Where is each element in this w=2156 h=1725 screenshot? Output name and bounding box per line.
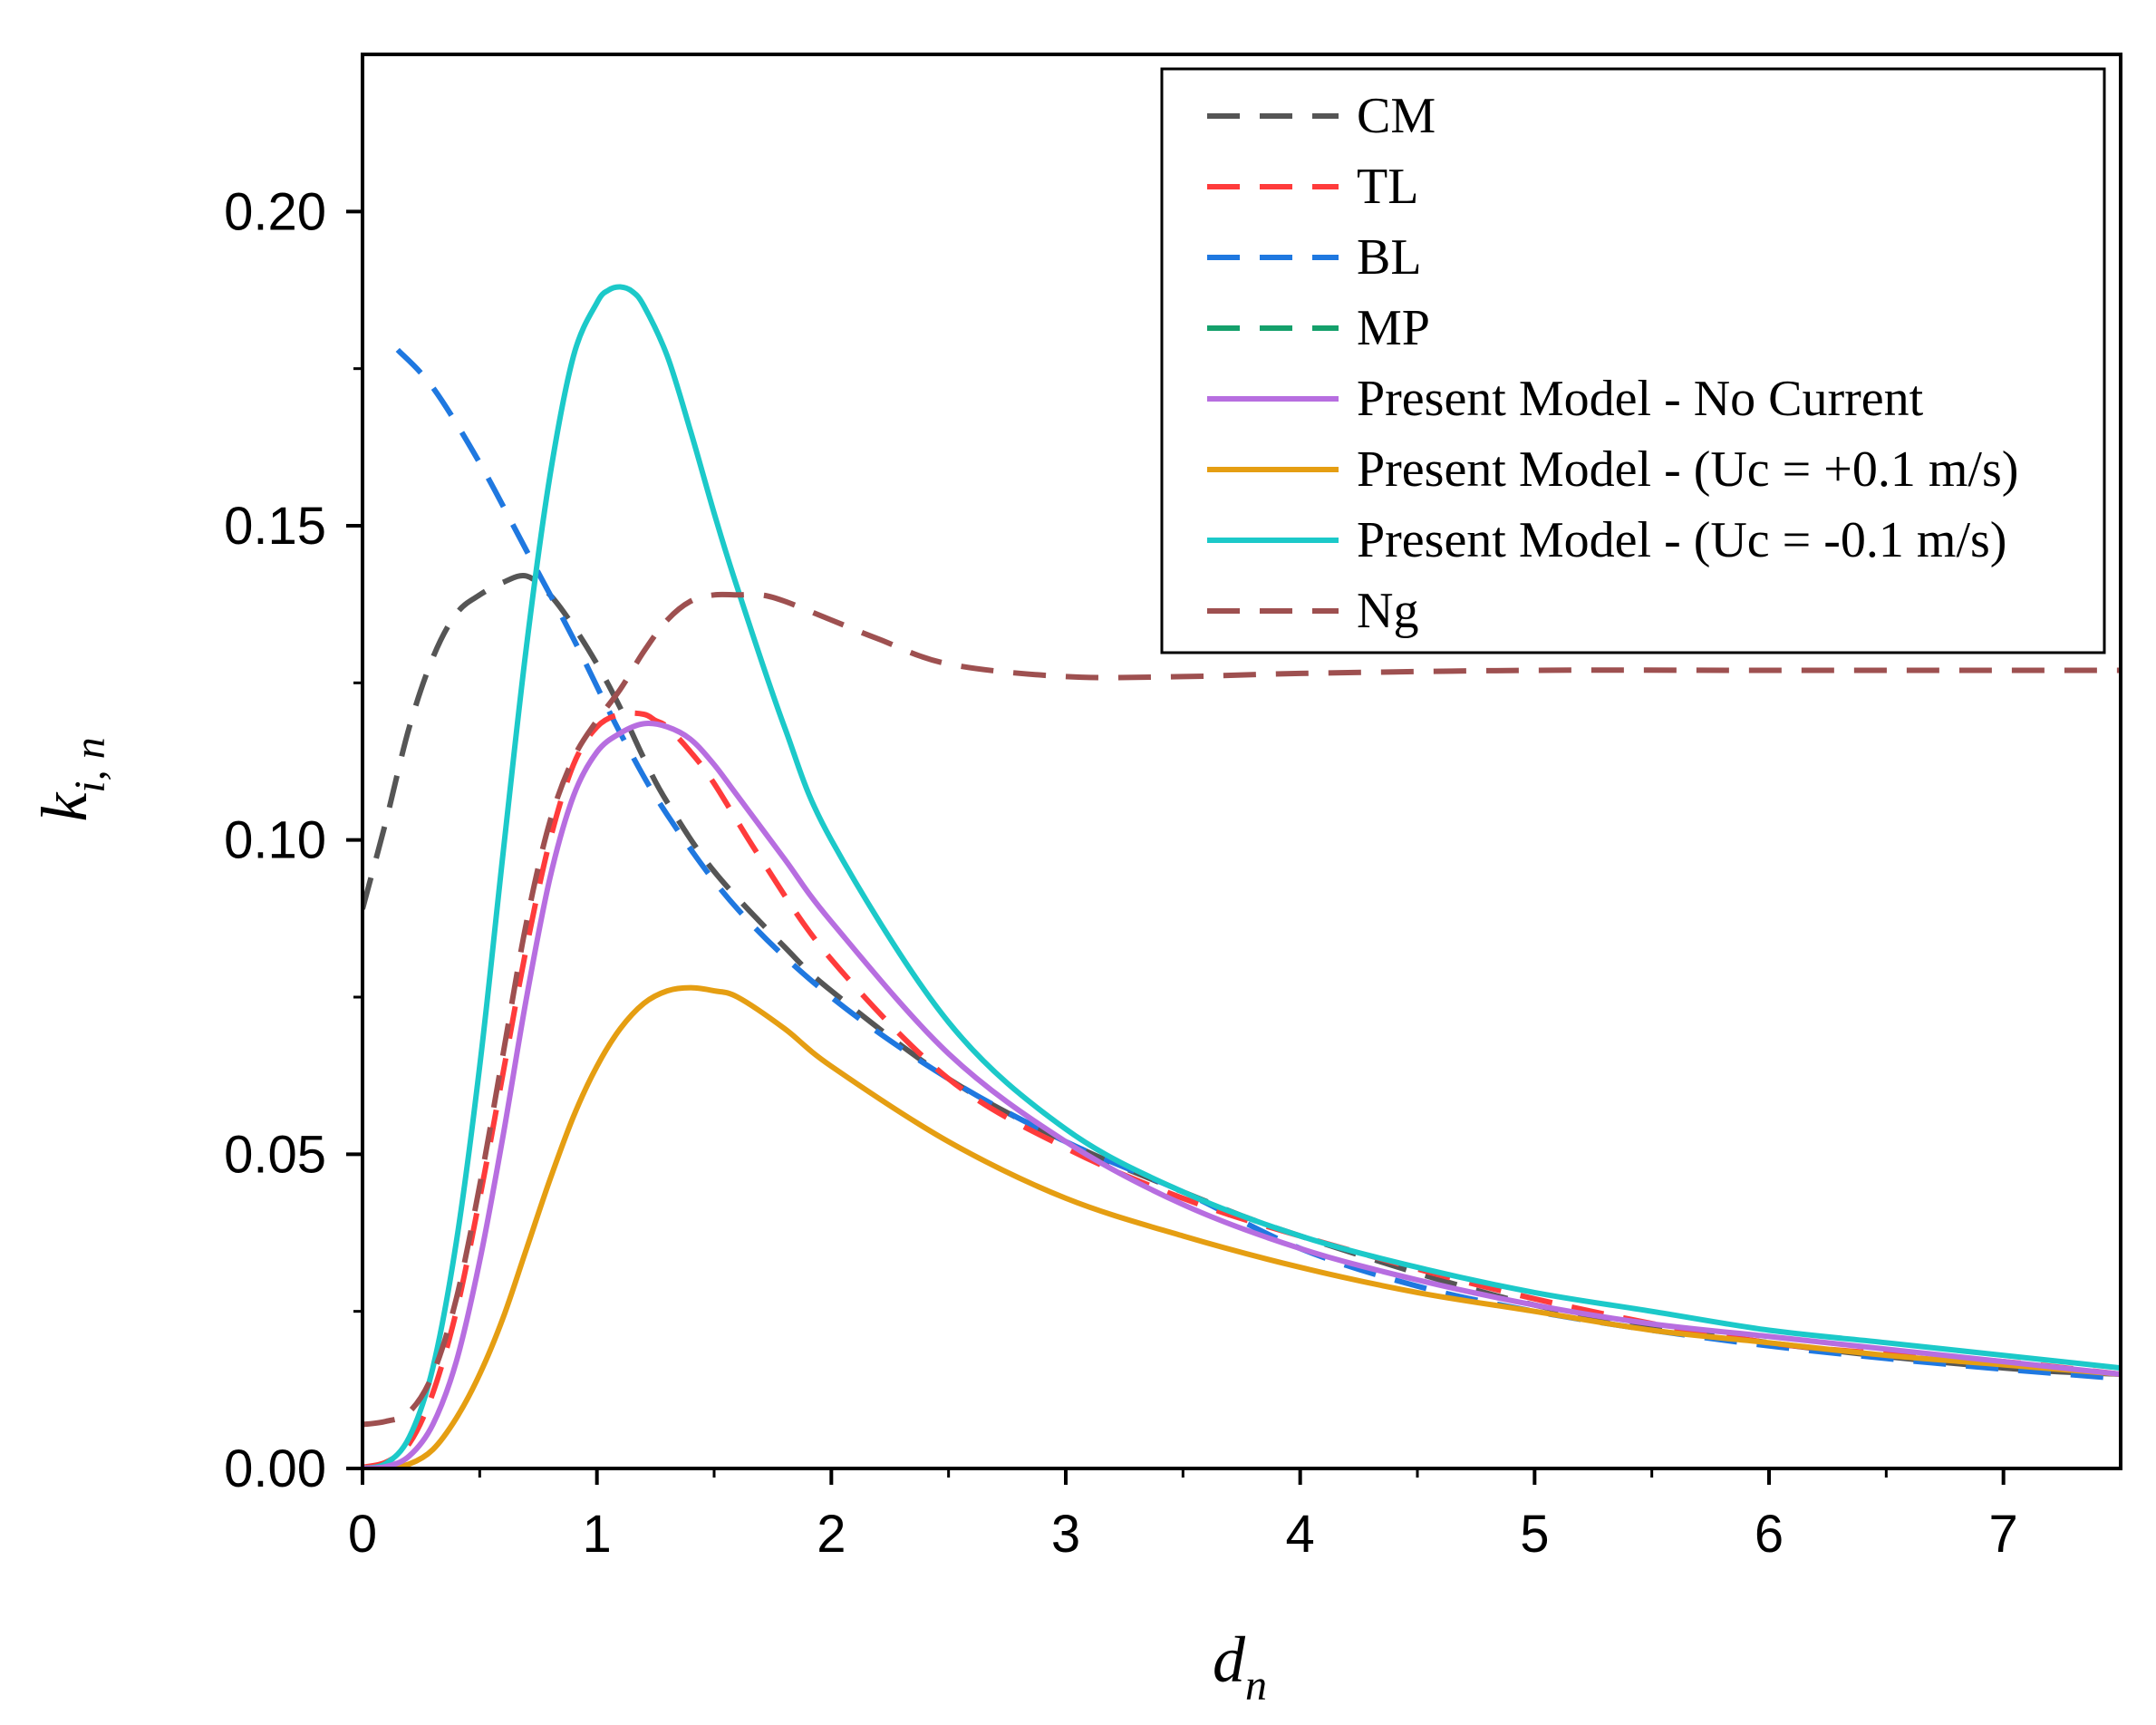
y-tick-label: 0.00 xyxy=(224,1439,326,1498)
x-axis-title: dn xyxy=(1213,1623,1267,1710)
x-tick-label: 2 xyxy=(817,1505,846,1564)
legend-label: Present Model - (Uc = -0.1 m/s) xyxy=(1357,512,2006,568)
axis-ticks xyxy=(346,209,2006,1485)
x-tick-label: 1 xyxy=(583,1505,612,1564)
series-group xyxy=(363,284,2121,1468)
x-tick-label: 0 xyxy=(348,1505,377,1564)
series-line-ng xyxy=(363,591,2121,1428)
y-axis-title: ki, n xyxy=(28,737,114,821)
legend-label: Ng xyxy=(1357,583,1418,639)
x-tick-label: 5 xyxy=(1520,1505,1549,1564)
x-tick-label: 4 xyxy=(1286,1505,1315,1564)
legend-label: BL xyxy=(1357,229,1422,286)
series-line-present-model-uc-0-1-m-s xyxy=(363,284,2121,1468)
series-line-present-model-uc-0-1-m-s xyxy=(363,984,2121,1468)
y-tick-label: 0.20 xyxy=(224,182,326,241)
series-line-bl xyxy=(395,347,2121,1381)
plot-frame xyxy=(361,53,2122,1470)
series-line-tl xyxy=(363,710,2121,1468)
legend-box xyxy=(1160,67,2106,654)
y-tick-label: 0.10 xyxy=(224,811,326,870)
legend-label: Present Model - No Current xyxy=(1357,371,1924,427)
x-tick-label: 7 xyxy=(1989,1505,2018,1564)
plot-lines xyxy=(363,284,2121,1468)
legend-label: MP xyxy=(1357,300,1430,356)
series-line-present-model-no-current xyxy=(363,721,2121,1468)
x-tick-label: 6 xyxy=(1755,1505,1784,1564)
y-tick-label: 0.05 xyxy=(224,1125,326,1184)
legend: CM TL BL MP Present Model - No Current Presen… xyxy=(1160,67,2106,654)
y-tick-label: 0.15 xyxy=(224,497,326,556)
legend-label: TL xyxy=(1357,159,1418,215)
x-tick-label: 3 xyxy=(1051,1505,1080,1564)
legend-label: Present Model - (Uc = +0.1 m/s) xyxy=(1357,441,2018,498)
legend-label: CM xyxy=(1357,88,1436,144)
axis-tick-labels: 0 1 2 3 4 5 6 7 0.00 0.05 0.10 0.15 0.20 xyxy=(224,182,2018,1564)
